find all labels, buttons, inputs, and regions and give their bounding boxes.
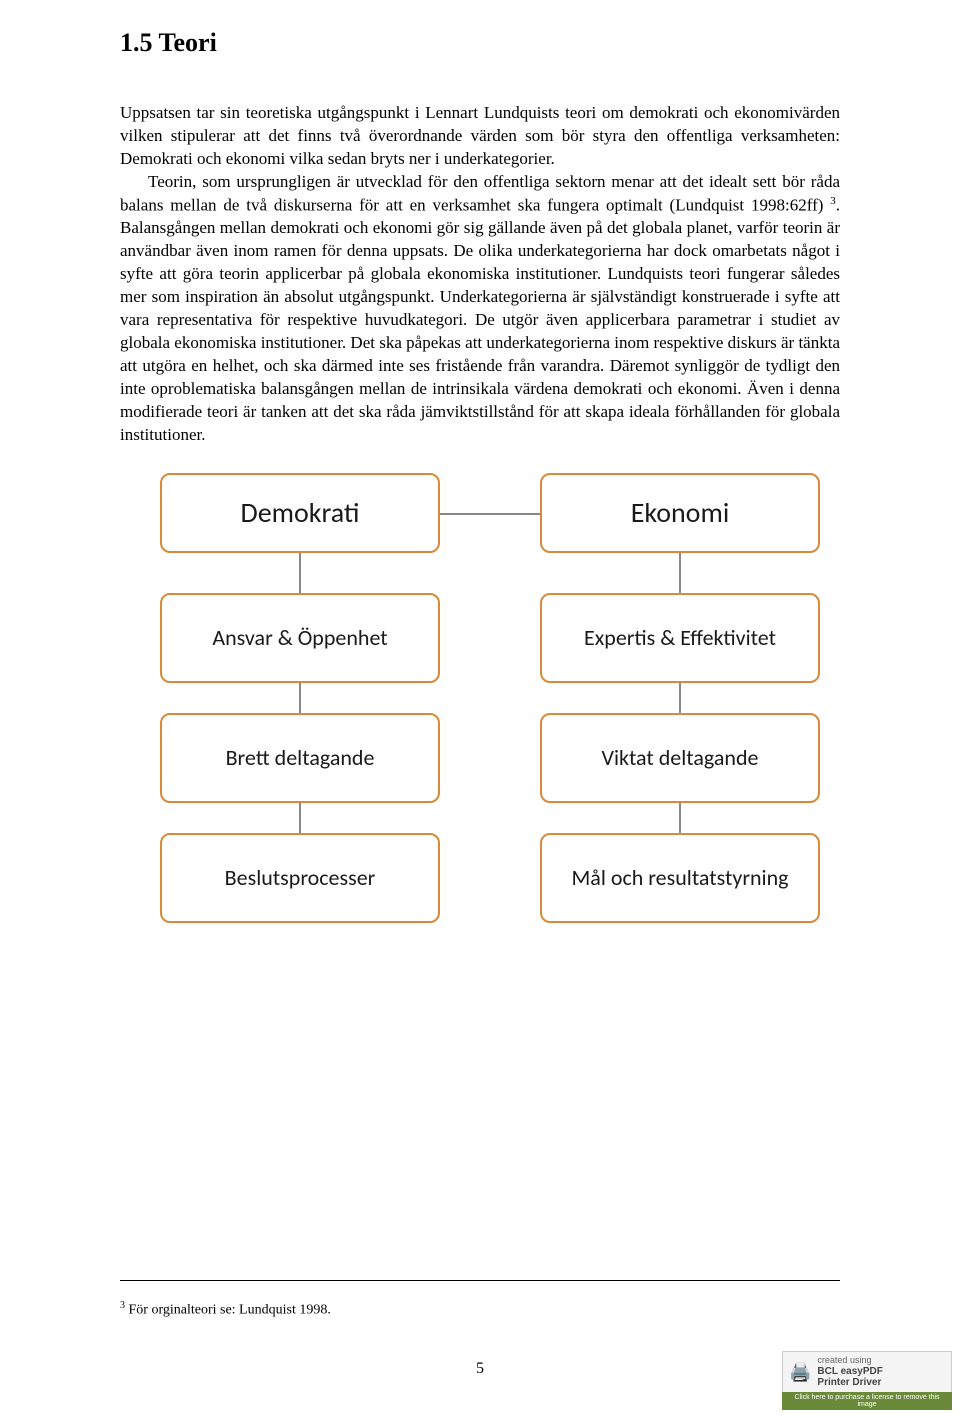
body-text-part-2: Teorin, som ursprungligen är utvecklad f… (120, 172, 840, 215)
section-heading: 1.5 Teori (120, 28, 840, 58)
connector-v (299, 683, 301, 713)
printer-icon: 🖨️ (789, 1362, 811, 1383)
connector-v (679, 803, 681, 833)
node-ekonomi: Ekonomi (540, 473, 820, 553)
connector-v (299, 553, 301, 593)
body-paragraph: Uppsatsen tar sin teoretiska utgångspunk… (120, 102, 840, 447)
node-demokrati: Demokrati (160, 473, 440, 553)
footnote: 3 För orginalteori se: Lundquist 1998. (120, 1300, 331, 1319)
theory-diagram: Demokrati Ansvar & Öppenhet Brett deltag… (120, 473, 840, 973)
footnote-separator (120, 1280, 840, 1281)
connector-horizontal (440, 513, 540, 515)
watermark-text: created using BCL easyPDF Printer Driver (817, 1356, 882, 1388)
watermark-sub: Printer Driver (817, 1377, 881, 1388)
body-text-part-1: Uppsatsen tar sin teoretiska utgångspunk… (120, 103, 840, 168)
footnote-text: För orginalteori se: Lundquist 1998. (125, 1303, 331, 1318)
body-text-part-3: . Balansgången mellan demokrati och ekon… (120, 195, 840, 443)
node-expertis-effektivitet: Expertis & Effektivitet (540, 593, 820, 683)
node-brett-deltagande: Brett deltagande (160, 713, 440, 803)
connector-v (299, 803, 301, 833)
node-beslutsprocesser: Beslutsprocesser (160, 833, 440, 923)
watermark-created: created using (817, 1355, 871, 1365)
watermark-product: BCL easyPDF (817, 1366, 882, 1377)
node-mal-resultatstyrning: Mål och resultatstyrning (540, 833, 820, 923)
connector-v (679, 683, 681, 713)
pdf-watermark[interactable]: 🖨️ created using BCL easyPDF Printer Dri… (782, 1351, 952, 1410)
watermark-bar[interactable]: Click here to purchase a license to remo… (782, 1392, 952, 1410)
connector-v (679, 553, 681, 593)
node-ansvar-oppenhet: Ansvar & Öppenhet (160, 593, 440, 683)
node-viktat-deltagande: Viktat deltagande (540, 713, 820, 803)
